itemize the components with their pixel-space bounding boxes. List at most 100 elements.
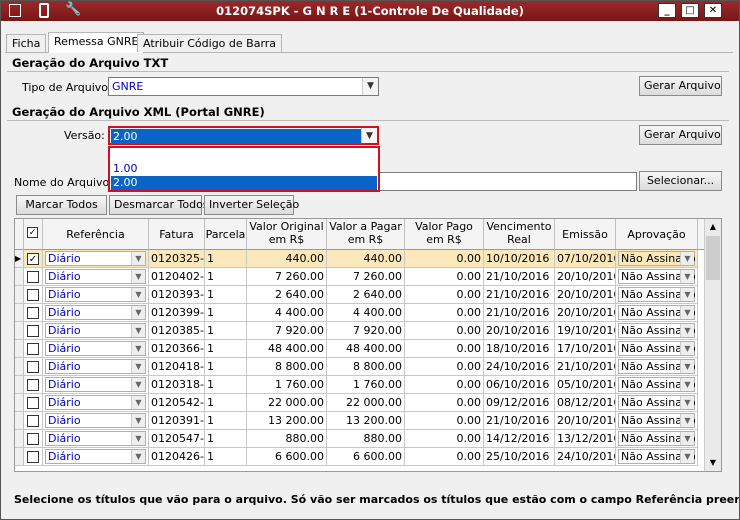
- reference-combo[interactable]: Diário ▼: [45, 305, 146, 320]
- combo-arrow[interactable]: ▼: [680, 288, 694, 301]
- reference-combo[interactable]: Diário ▼: [45, 251, 146, 266]
- combo-arrow[interactable]: ▼: [131, 252, 145, 265]
- reference-combo[interactable]: Diário ▼: [45, 413, 146, 428]
- cell: Não Assinado ▼: [616, 340, 698, 358]
- combo-arrow[interactable]: ▼: [131, 342, 145, 355]
- row-checkbox[interactable]: [27, 433, 39, 445]
- approval-combo[interactable]: Não Assinado ▼: [618, 251, 696, 266]
- tab[interactable]: Ficha: [6, 34, 47, 52]
- combo-arrow[interactable]: ▼: [131, 324, 145, 337]
- row-checkbox[interactable]: ✓: [27, 253, 39, 265]
- column-header[interactable]: Valor Original em R$: [247, 219, 327, 250]
- combo-arrow[interactable]: ▼: [680, 270, 694, 283]
- maximize-button[interactable]: □: [681, 3, 699, 18]
- combo-box[interactable]: 2.00 ▼: [108, 126, 379, 145]
- combo-arrow[interactable]: ▼: [680, 378, 694, 391]
- dropdown-option[interactable]: 2.00: [111, 176, 377, 190]
- combo-arrow[interactable]: ▼: [680, 252, 694, 265]
- approval-combo[interactable]: Não Assinado ▼: [618, 413, 696, 428]
- combo-box[interactable]: GNRE ▼: [108, 77, 379, 96]
- combo-arrow[interactable]: ▼: [131, 396, 145, 409]
- reference-combo[interactable]: Diário ▼: [45, 269, 146, 284]
- approval-value: Não Assinado: [621, 450, 696, 463]
- combo-arrow[interactable]: ▼: [680, 396, 694, 409]
- combo-arrow[interactable]: ▼: [680, 450, 694, 463]
- column-header[interactable]: Vencimento Real: [484, 219, 555, 250]
- tab-active[interactable]: Remessa GNRE: [48, 32, 145, 53]
- row-checkbox[interactable]: [27, 289, 39, 301]
- row-checkbox[interactable]: [27, 451, 39, 463]
- column-header[interactable]: Valor Pago em R$: [405, 219, 484, 250]
- approval-combo[interactable]: Não Assinado ▼: [618, 287, 696, 302]
- menu-icon[interactable]: [9, 4, 21, 17]
- combo-arrow[interactable]: ▼: [361, 128, 377, 143]
- button[interactable]: Marcar Todos: [16, 195, 107, 215]
- scroll-thumb[interactable]: [706, 236, 720, 280]
- approval-combo[interactable]: Não Assinado ▼: [618, 359, 696, 374]
- approval-combo[interactable]: Não Assinado ▼: [618, 305, 696, 320]
- approval-combo[interactable]: Não Assinado ▼: [618, 377, 696, 392]
- cell: [24, 376, 43, 394]
- reference-combo[interactable]: Diário ▼: [45, 341, 146, 356]
- scroll-down[interactable]: ▼: [709, 458, 717, 467]
- approval-combo[interactable]: Não Assinado ▼: [618, 395, 696, 410]
- combo-arrow[interactable]: ▼: [131, 270, 145, 283]
- approval-combo[interactable]: Não Assinado ▼: [618, 269, 696, 284]
- reference-combo[interactable]: Diário ▼: [45, 323, 146, 338]
- column-header[interactable]: Emissão: [555, 219, 616, 250]
- minimize-button[interactable]: _: [658, 3, 676, 18]
- combo-arrow[interactable]: ▼: [131, 414, 145, 427]
- cell-text: 7 920.00: [275, 324, 324, 337]
- combo-arrow[interactable]: ▼: [680, 414, 694, 427]
- combo-arrow[interactable]: ▼: [131, 288, 145, 301]
- combo-arrow[interactable]: ▼: [131, 432, 145, 445]
- button[interactable]: Inverter Seleção: [204, 195, 299, 215]
- row-checkbox[interactable]: [27, 415, 39, 427]
- column-header[interactable]: Aprovação: [616, 219, 698, 250]
- reference-combo[interactable]: Diário ▼: [45, 359, 146, 374]
- row-checkbox[interactable]: [27, 343, 39, 355]
- tab[interactable]: Atribuir Código de Barra: [137, 34, 283, 52]
- button[interactable]: Selecionar...: [639, 171, 722, 191]
- column-header[interactable]: Fatura: [149, 219, 205, 250]
- close-button[interactable]: ✕: [704, 3, 722, 18]
- scrollbar[interactable]: ▲ ▼: [704, 219, 721, 471]
- combo-arrow[interactable]: ▼: [680, 342, 694, 355]
- row-checkbox[interactable]: [27, 361, 39, 373]
- select-all-checkbox[interactable]: ✓: [27, 227, 38, 238]
- approval-combo[interactable]: Não Assinado ▼: [618, 431, 696, 446]
- combo-arrow[interactable]: ▼: [680, 432, 694, 445]
- combo-arrow[interactable]: ▼: [680, 324, 694, 337]
- reference-combo[interactable]: Diário ▼: [45, 287, 146, 302]
- reference-combo[interactable]: Diário ▼: [45, 449, 146, 464]
- row-checkbox[interactable]: [27, 325, 39, 337]
- row-checkbox[interactable]: [27, 307, 39, 319]
- column-header[interactable]: Parcela: [205, 219, 247, 250]
- combo-arrow[interactable]: ▼: [131, 306, 145, 319]
- combo-arrow[interactable]: ▼: [680, 306, 694, 319]
- reference-combo[interactable]: Diário ▼: [45, 395, 146, 410]
- approval-combo[interactable]: Não Assinado ▼: [618, 449, 696, 464]
- reference-combo[interactable]: Diário ▼: [45, 431, 146, 446]
- row-checkbox[interactable]: [27, 397, 39, 409]
- approval-combo[interactable]: Não Assinado ▼: [618, 323, 696, 338]
- combo-arrow[interactable]: ▼: [131, 450, 145, 463]
- column-header[interactable]: Referência: [43, 219, 149, 250]
- button[interactable]: Gerar Arquivo: [639, 125, 722, 145]
- reference-combo[interactable]: Diário ▼: [45, 377, 146, 392]
- approval-combo[interactable]: Não Assinado ▼: [618, 341, 696, 356]
- combo-arrow[interactable]: ▼: [131, 378, 145, 391]
- row-checkbox[interactable]: [27, 271, 39, 283]
- row-checkbox[interactable]: [27, 379, 39, 391]
- traffic-icon[interactable]: [39, 3, 49, 18]
- column-header[interactable]: Valor a Pagar em R$: [327, 219, 405, 250]
- dropdown-option[interactable]: 1.00: [113, 162, 138, 175]
- button[interactable]: Desmarcar Todos: [109, 195, 209, 215]
- combo-arrow[interactable]: ▼: [362, 78, 378, 95]
- combo-arrow[interactable]: ▼: [131, 360, 145, 373]
- scroll-up[interactable]: ▲: [709, 222, 717, 231]
- cell: 1: [205, 322, 247, 340]
- combo-arrow[interactable]: ▼: [680, 360, 694, 373]
- button[interactable]: Gerar Arquivo: [639, 76, 722, 96]
- tool-icon[interactable]: 🔧: [65, 2, 82, 17]
